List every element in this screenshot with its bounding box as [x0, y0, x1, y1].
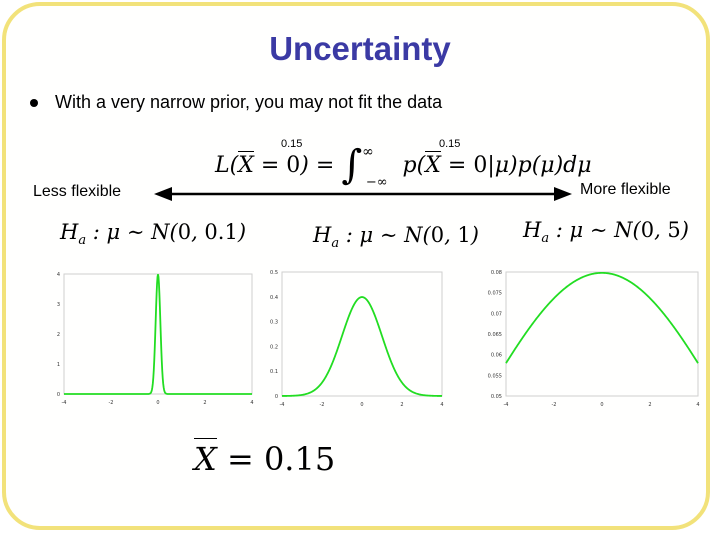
more-flexible-label: More flexible [580, 181, 671, 198]
bullet-text: With a very narrow prior, you may not fi… [55, 92, 443, 112]
y-tick-label: 0 [57, 392, 60, 398]
y-tick-label: 0.08 [491, 270, 502, 276]
y-tick-label: 0.07 [491, 311, 502, 317]
y-tick-label: 3 [57, 302, 60, 308]
x-tick-label: 0 [156, 400, 159, 406]
x-tick-label: 4 [440, 402, 443, 408]
equation-tag-right: 0.15 [439, 138, 461, 150]
y-tick-label: 1 [57, 362, 60, 368]
y-tick-label: 2 [57, 332, 60, 338]
xbar-value: 0.15 [263, 440, 336, 478]
density-curve-2 [281, 296, 443, 397]
slide-frame [2, 2, 710, 530]
x-tick-label: -4 [62, 400, 67, 406]
y-tick-label: 4 [57, 272, 60, 278]
x-tick-label: -2 [109, 400, 114, 406]
hypothesis-label-1: Ha : μ ∼ N(0, 0.1) [60, 220, 247, 249]
y-tick-label: 0.05 [491, 394, 502, 400]
equation-tag-left: 0.15 [281, 138, 303, 150]
y-tick-label: 0.4 [270, 295, 278, 301]
y-tick-label: 0.065 [488, 332, 502, 338]
x-tick-label: -2 [320, 402, 325, 408]
density-curve-1 [64, 274, 252, 395]
x-tick-label: 0 [360, 402, 363, 408]
x-tick-label: 4 [250, 400, 253, 406]
hypothesis-label-2: Ha : μ ∼ N(0, 1) [313, 223, 479, 252]
y-tick-label: 0.075 [488, 291, 502, 297]
x-tick-label: 2 [400, 402, 403, 408]
likelihood-equation: L(X = 0) = ∫∞−∞ p(X = 0|μ)p(μ)dμ [215, 142, 592, 190]
y-tick-label: 0.5 [270, 270, 278, 276]
density-curve-3 [505, 271, 699, 364]
x-tick-label: 2 [648, 402, 651, 408]
slide-title: Uncertainty [269, 30, 451, 67]
xbar-equation: X = 0.15 [194, 438, 336, 478]
y-tick-label: 0.1 [270, 369, 278, 375]
y-tick-label: 0.2 [270, 344, 278, 350]
bullet-dot [30, 99, 38, 107]
y-tick-label: 0 [275, 394, 278, 400]
less-flexible-label: Less flexible [33, 183, 122, 200]
hypothesis-label-3: Ha : μ ∼ N(0, 5) [523, 218, 689, 247]
y-tick-label: 0.055 [488, 373, 502, 379]
plot-frame-1 [63, 273, 253, 395]
plot-frame-3 [505, 271, 699, 397]
x-tick-label: -4 [504, 402, 509, 408]
x-tick-label: -2 [552, 402, 557, 408]
x-tick-label: -4 [280, 402, 285, 408]
x-tick-label: 0 [600, 402, 603, 408]
x-tick-label: 2 [203, 400, 206, 406]
plot-frame-2 [281, 271, 443, 397]
y-tick-label: 0.3 [270, 320, 278, 326]
y-tick-label: 0.06 [491, 353, 502, 359]
x-tick-label: 4 [696, 402, 699, 408]
